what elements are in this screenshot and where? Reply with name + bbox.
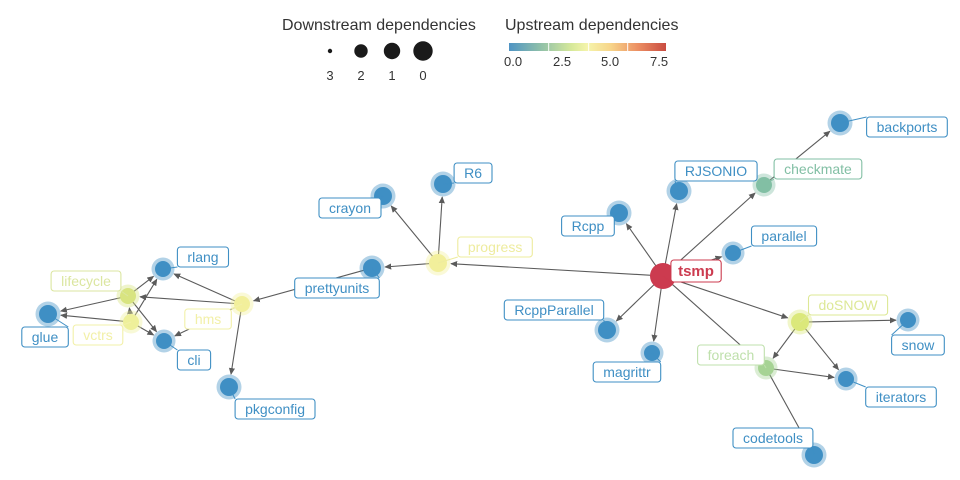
svg-text:checkmate: checkmate bbox=[784, 161, 852, 177]
svg-text:Upstream dependencies: Upstream dependencies bbox=[505, 17, 678, 34]
svg-text:doSNOW: doSNOW bbox=[818, 297, 878, 313]
svg-text:0.0: 0.0 bbox=[504, 54, 522, 69]
svg-text:R6: R6 bbox=[464, 165, 482, 181]
svg-text:RcppParallel: RcppParallel bbox=[514, 302, 593, 318]
svg-text:7.5: 7.5 bbox=[650, 54, 668, 69]
svg-text:1: 1 bbox=[388, 68, 395, 83]
svg-text:Rcpp: Rcpp bbox=[572, 218, 605, 234]
svg-text:prettyunits: prettyunits bbox=[305, 280, 370, 296]
svg-text:glue: glue bbox=[32, 329, 59, 345]
svg-text:cli: cli bbox=[187, 352, 200, 368]
svg-text:progress: progress bbox=[468, 239, 522, 255]
svg-text:RJSONIO: RJSONIO bbox=[685, 163, 747, 179]
svg-text:hms: hms bbox=[195, 311, 221, 327]
svg-text:2: 2 bbox=[357, 68, 364, 83]
svg-text:foreach: foreach bbox=[708, 347, 755, 363]
svg-text:backports: backports bbox=[877, 119, 938, 135]
svg-text:3: 3 bbox=[326, 68, 333, 83]
svg-text:2.5: 2.5 bbox=[553, 54, 571, 69]
svg-text:parallel: parallel bbox=[761, 228, 806, 244]
svg-text:crayon: crayon bbox=[329, 200, 371, 216]
svg-text:0: 0 bbox=[419, 68, 426, 83]
svg-text:tsmp: tsmp bbox=[678, 263, 714, 280]
svg-text:lifecycle: lifecycle bbox=[61, 273, 111, 289]
svg-text:pkgconfig: pkgconfig bbox=[245, 401, 305, 417]
svg-text:magrittr: magrittr bbox=[603, 364, 651, 380]
svg-text:rlang: rlang bbox=[187, 249, 218, 265]
svg-text:iterators: iterators bbox=[876, 389, 927, 405]
svg-text:5.0: 5.0 bbox=[601, 54, 619, 69]
svg-text:snow: snow bbox=[902, 337, 936, 353]
svg-text:codetools: codetools bbox=[743, 430, 803, 446]
svg-text:Downstream dependencies: Downstream dependencies bbox=[282, 17, 476, 34]
svg-text:vctrs: vctrs bbox=[83, 327, 113, 343]
